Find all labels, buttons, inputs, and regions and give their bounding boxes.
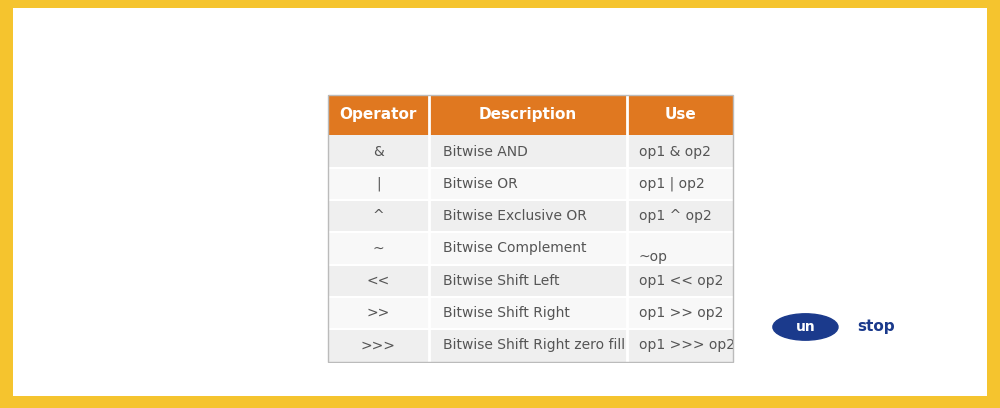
FancyBboxPatch shape	[328, 95, 429, 135]
FancyBboxPatch shape	[328, 168, 733, 200]
Text: op1 | op2: op1 | op2	[639, 177, 705, 191]
Text: Bitwise AND: Bitwise AND	[443, 144, 528, 159]
Text: >>>: >>>	[361, 338, 396, 353]
Text: op1 << op2: op1 << op2	[639, 274, 723, 288]
Text: ^: ^	[373, 209, 384, 223]
Text: &: &	[373, 144, 384, 159]
FancyBboxPatch shape	[328, 329, 733, 361]
FancyBboxPatch shape	[328, 200, 733, 232]
FancyBboxPatch shape	[328, 232, 733, 265]
Text: Bitwise OR: Bitwise OR	[443, 177, 518, 191]
Text: Bitwise Shift Right: Bitwise Shift Right	[443, 306, 570, 320]
FancyBboxPatch shape	[429, 95, 627, 135]
FancyBboxPatch shape	[328, 135, 733, 168]
Text: stop: stop	[857, 319, 895, 335]
Text: un: un	[796, 320, 815, 334]
Text: <<: <<	[367, 274, 390, 288]
Text: Use: Use	[664, 107, 696, 122]
Text: Operator: Operator	[340, 107, 417, 122]
Text: Bitwise Complement: Bitwise Complement	[443, 242, 586, 255]
Text: op1 >> op2: op1 >> op2	[639, 306, 723, 320]
FancyBboxPatch shape	[328, 265, 733, 297]
FancyBboxPatch shape	[627, 95, 733, 135]
Text: Bitwise Shift Left: Bitwise Shift Left	[443, 274, 559, 288]
FancyBboxPatch shape	[328, 297, 733, 329]
Text: ~op: ~op	[639, 251, 668, 264]
Text: Bitwise Shift Right zero fill: Bitwise Shift Right zero fill	[443, 338, 625, 353]
Circle shape	[773, 314, 838, 340]
Text: op1 >>> op2: op1 >>> op2	[639, 338, 735, 353]
Text: op1 & op2: op1 & op2	[639, 144, 711, 159]
Text: Description: Description	[479, 107, 577, 122]
Text: op1 ^ op2: op1 ^ op2	[639, 209, 712, 223]
Text: Bitwise Exclusive OR: Bitwise Exclusive OR	[443, 209, 587, 223]
Text: >>: >>	[367, 306, 390, 320]
Text: ~: ~	[373, 242, 384, 255]
Text: |: |	[376, 177, 381, 191]
